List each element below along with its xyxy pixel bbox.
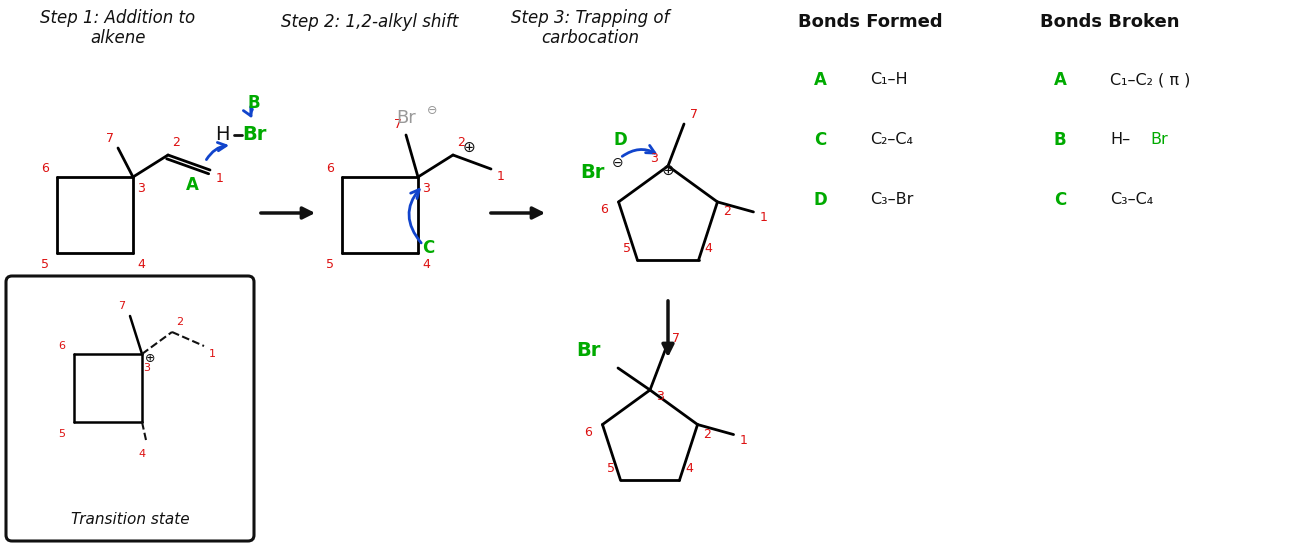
- Text: ⊕: ⊕: [662, 163, 675, 177]
- Text: C₁–C₂ ( π ): C₁–C₂ ( π ): [1109, 72, 1191, 88]
- Text: 4: 4: [422, 258, 430, 271]
- Text: 5: 5: [606, 462, 614, 475]
- Text: D: D: [813, 191, 827, 209]
- FancyBboxPatch shape: [6, 276, 254, 541]
- Text: 1: 1: [209, 349, 215, 359]
- Text: C: C: [1054, 191, 1066, 209]
- Text: 3: 3: [143, 363, 151, 373]
- Text: Step 1: Addition to
alkene: Step 1: Addition to alkene: [40, 9, 196, 47]
- Text: B: B: [248, 94, 261, 112]
- Text: ⊕: ⊕: [144, 351, 155, 364]
- Text: 3: 3: [137, 182, 144, 195]
- Text: H: H: [214, 126, 230, 145]
- Text: Step 3: Trapping of
carbocation: Step 3: Trapping of carbocation: [511, 9, 670, 47]
- Text: 6: 6: [601, 203, 609, 217]
- Text: 6: 6: [41, 163, 49, 176]
- Text: 1: 1: [739, 434, 747, 447]
- Text: C₃–C₄: C₃–C₄: [1109, 193, 1153, 207]
- Text: 7: 7: [106, 132, 114, 145]
- Text: C₃–Br: C₃–Br: [869, 193, 913, 207]
- Text: 6: 6: [326, 163, 334, 176]
- Text: ⊕: ⊕: [463, 139, 476, 154]
- Text: 1: 1: [497, 170, 504, 183]
- Text: Step 2: 1,2-alkyl shift: Step 2: 1,2-alkyl shift: [281, 13, 459, 31]
- Text: A: A: [814, 71, 827, 89]
- Text: 6: 6: [584, 426, 592, 439]
- Text: ⊖: ⊖: [613, 156, 624, 170]
- Text: 7: 7: [690, 108, 698, 121]
- Text: 4: 4: [704, 242, 712, 255]
- Text: C₂–C₄: C₂–C₄: [869, 133, 913, 147]
- Text: 4: 4: [685, 462, 693, 475]
- Text: Br: Br: [575, 341, 600, 360]
- Text: 2: 2: [703, 428, 712, 441]
- Text: 2: 2: [457, 137, 464, 150]
- Text: 6: 6: [58, 341, 66, 351]
- Text: 5: 5: [623, 242, 631, 255]
- Text: 3: 3: [422, 182, 430, 195]
- Text: 5: 5: [41, 258, 49, 271]
- Text: 2: 2: [177, 317, 183, 327]
- Text: ⊖: ⊖: [427, 103, 437, 116]
- Text: C₁–H: C₁–H: [869, 72, 908, 88]
- Text: Transition state: Transition state: [71, 512, 190, 528]
- Text: A: A: [186, 176, 199, 194]
- Text: Bonds Formed: Bonds Formed: [797, 13, 942, 31]
- Text: 7: 7: [119, 301, 125, 311]
- Text: C: C: [422, 239, 435, 257]
- Text: 4: 4: [137, 258, 144, 271]
- Text: 5: 5: [326, 258, 334, 271]
- Text: B: B: [1054, 131, 1067, 149]
- Text: 1: 1: [215, 171, 224, 184]
- Text: H–: H–: [1109, 133, 1130, 147]
- Text: 3: 3: [657, 390, 664, 403]
- Text: C: C: [814, 131, 826, 149]
- Text: A: A: [1054, 71, 1067, 89]
- Text: 2: 2: [172, 137, 179, 150]
- Text: Bonds Broken: Bonds Broken: [1040, 13, 1180, 31]
- Text: 3: 3: [650, 151, 658, 164]
- Text: 7: 7: [393, 119, 402, 132]
- Text: 7: 7: [672, 331, 680, 344]
- Text: D: D: [613, 131, 627, 149]
- Text: 1: 1: [760, 212, 768, 225]
- Text: Br: Br: [1149, 133, 1167, 147]
- Text: Br: Br: [396, 109, 415, 127]
- Text: 5: 5: [58, 429, 66, 439]
- Text: 4: 4: [138, 449, 146, 459]
- Text: Br: Br: [579, 163, 604, 182]
- Text: 2: 2: [724, 206, 731, 219]
- Text: Br: Br: [241, 126, 266, 145]
